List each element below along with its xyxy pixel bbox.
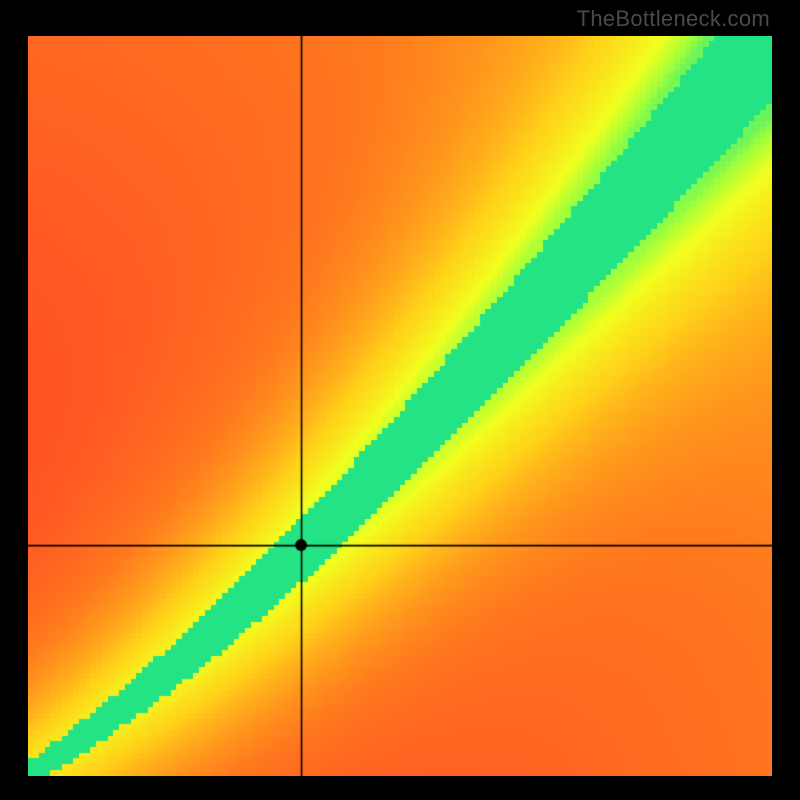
watermark-text: TheBottleneck.com <box>577 6 770 32</box>
heatmap-plot <box>28 36 772 776</box>
chart-container: TheBottleneck.com <box>0 0 800 800</box>
heatmap-canvas <box>28 36 772 776</box>
